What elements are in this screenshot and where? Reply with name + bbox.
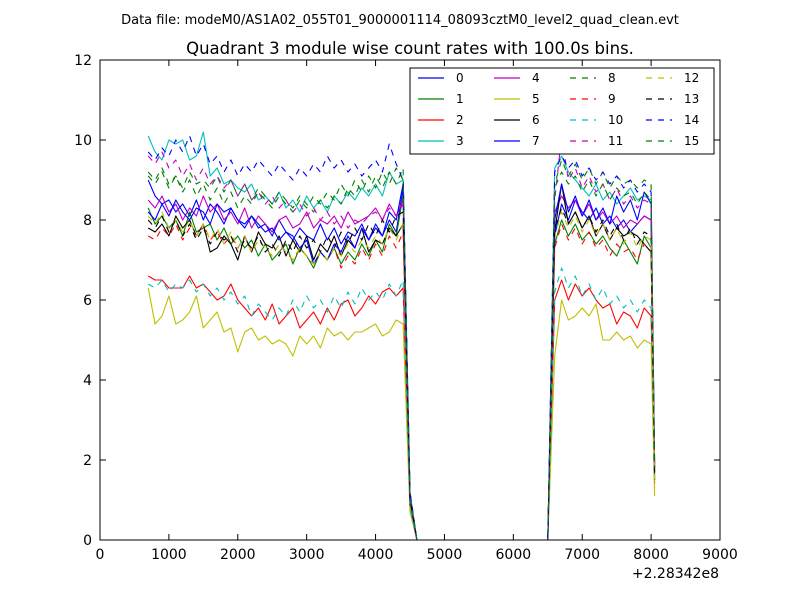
x-tick-label: 0 xyxy=(96,547,105,563)
y-tick-label: 6 xyxy=(83,293,92,309)
x-tick-label: 7000 xyxy=(564,547,600,563)
series-line-12 xyxy=(147,211,656,541)
legend-label-9: 9 xyxy=(608,92,616,106)
chart-suptitle: Data file: modeM0/AS1A02_055T01_90000011… xyxy=(121,13,679,28)
legend-label-8: 8 xyxy=(608,71,616,85)
legend-label-10: 10 xyxy=(608,113,623,127)
legend-label-7: 7 xyxy=(532,134,540,148)
series-line-4 xyxy=(147,195,656,541)
legend-label-11: 11 xyxy=(608,134,623,148)
x-tick-label: 5000 xyxy=(427,547,463,563)
legend-label-13: 13 xyxy=(684,92,699,106)
x-tick-label: 8000 xyxy=(633,547,669,563)
series-line-5 xyxy=(147,287,656,541)
x-tick-label: 6000 xyxy=(496,547,532,563)
series-line-6 xyxy=(147,183,656,541)
series-line-8 xyxy=(147,159,656,541)
y-tick-label: 10 xyxy=(74,133,92,149)
y-tick-label: 2 xyxy=(83,453,92,469)
y-tick-label: 0 xyxy=(83,533,92,549)
series-line-9 xyxy=(147,223,656,541)
legend-label-12: 12 xyxy=(684,71,699,85)
axes-layer: 0 1000 2000 3000 4000 5000 6000 7000 8000 9000 0 2 4… xyxy=(74,53,738,563)
series-line-0 xyxy=(147,179,656,541)
legend-label-15: 15 xyxy=(684,134,699,148)
x-offset-label: +2.28342e8 xyxy=(632,566,719,582)
y-tick-label: 8 xyxy=(83,213,92,229)
y-tick-label: 12 xyxy=(74,53,92,69)
legend-label-3: 3 xyxy=(456,134,464,148)
legend-label-0: 0 xyxy=(456,71,464,85)
legend-label-2: 2 xyxy=(456,113,464,127)
legend-frame xyxy=(409,67,715,155)
series-line-10 xyxy=(147,267,656,541)
legend-label-14: 14 xyxy=(684,113,699,127)
legend-label-1: 1 xyxy=(456,92,464,106)
x-tick-label: 2000 xyxy=(220,547,256,563)
series-line-2 xyxy=(147,275,656,541)
x-tick-label: 3000 xyxy=(289,547,325,563)
legend-label-4: 4 xyxy=(532,71,540,85)
x-tick-label: 1000 xyxy=(151,547,187,563)
series-layer xyxy=(147,131,656,541)
series-line-7 xyxy=(147,183,656,541)
legend-label-5: 5 xyxy=(532,92,540,106)
y-tick-label: 4 xyxy=(83,373,92,389)
series-line-15 xyxy=(147,167,656,541)
x-tick-label: 9000 xyxy=(702,547,738,563)
legend-label-6: 6 xyxy=(532,113,540,127)
series-line-13 xyxy=(147,207,656,541)
chart-title: Quadrant 3 module wise count rates with … xyxy=(186,39,634,58)
x-tick-label: 4000 xyxy=(358,547,394,563)
series-line-1 xyxy=(147,195,656,541)
